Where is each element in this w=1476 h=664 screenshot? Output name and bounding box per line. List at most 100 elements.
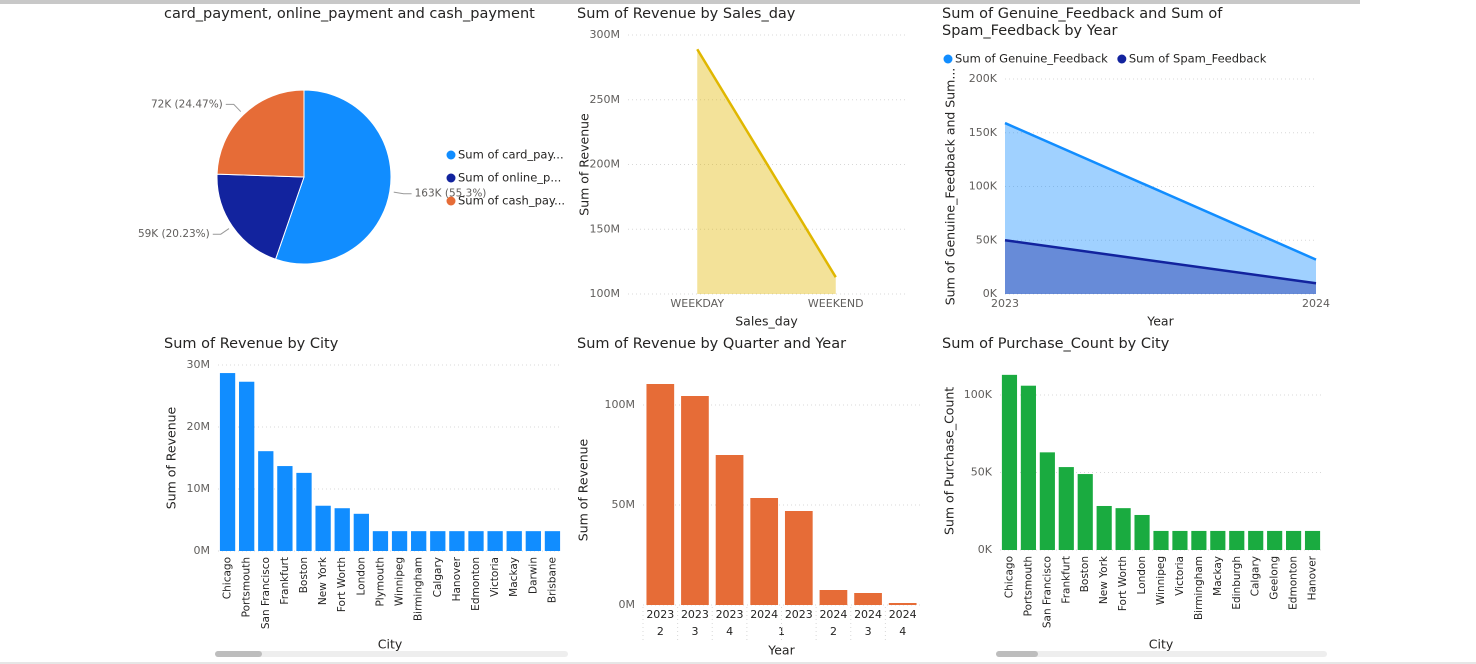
y-tick-label: 0M bbox=[619, 598, 636, 611]
bar bbox=[784, 511, 813, 605]
bar bbox=[372, 531, 389, 551]
data-label: 59K (20.23%) bbox=[138, 228, 210, 240]
bar bbox=[487, 531, 503, 551]
x-tick-label: Chicago bbox=[222, 557, 234, 599]
bar bbox=[1267, 530, 1283, 550]
x-tick-label: 3 bbox=[865, 625, 872, 638]
x-tick-label: San Francisco bbox=[1041, 556, 1053, 628]
x-tick-label: Hanover bbox=[451, 556, 463, 601]
x-tick-label: Fort Worth bbox=[336, 557, 348, 612]
x-tick-label: 2024 bbox=[819, 608, 847, 621]
y-tick-label: 0M bbox=[194, 544, 211, 557]
bar bbox=[430, 531, 446, 551]
bar bbox=[544, 531, 561, 551]
x-tick-label: 4 bbox=[899, 625, 906, 638]
x-tick-label: Calgary bbox=[432, 557, 444, 597]
leader-line bbox=[225, 103, 242, 112]
x-tick-label: 2024 bbox=[1302, 297, 1330, 310]
x-tick-label: 2023 bbox=[716, 608, 744, 621]
bar bbox=[1077, 474, 1093, 550]
scrollbar[interactable] bbox=[996, 651, 1327, 657]
legend-label: Sum of Spam_Feedback bbox=[1129, 52, 1267, 66]
legend-label: Sum of cash_pay... bbox=[458, 194, 565, 208]
bar bbox=[1153, 530, 1169, 550]
legend-marker bbox=[446, 173, 456, 183]
y-tick-label: 250M bbox=[590, 93, 621, 106]
bar bbox=[1191, 530, 1207, 550]
bar bbox=[1248, 530, 1264, 550]
bar bbox=[468, 531, 484, 551]
bar bbox=[1096, 505, 1112, 550]
y-tick-label: 30M bbox=[187, 358, 211, 371]
x-tick-label: 2023 bbox=[681, 608, 709, 621]
x-axis-title: Year bbox=[767, 643, 795, 658]
x-tick-label: London bbox=[355, 557, 367, 596]
x-tick-label: Boston bbox=[1079, 556, 1091, 592]
bar bbox=[646, 384, 675, 605]
bar bbox=[1001, 374, 1018, 550]
x-tick-label: Darwin bbox=[527, 557, 539, 594]
x-tick-label: 2024 bbox=[889, 608, 917, 621]
x-tick-label: 2023 bbox=[646, 608, 674, 621]
chart-title: Sum of Revenue by Sales_day bbox=[577, 6, 796, 22]
x-axis-title: City bbox=[1149, 637, 1174, 652]
leader-line bbox=[212, 228, 230, 235]
y-tick-label: 50M bbox=[612, 498, 636, 511]
x-axis-title: Sales_day bbox=[735, 314, 798, 329]
y-tick-label: 50K bbox=[971, 466, 993, 479]
scrollbar[interactable] bbox=[215, 651, 568, 657]
x-tick-label: Frankfurt bbox=[279, 557, 291, 605]
x-tick-label: New York bbox=[1098, 555, 1110, 604]
chart-title: Sum of Revenue by City bbox=[164, 336, 339, 352]
bar bbox=[315, 505, 331, 551]
x-tick-label: 2023 bbox=[785, 608, 813, 621]
leader-line bbox=[393, 191, 412, 195]
area-fill bbox=[697, 49, 836, 295]
x-tick-label: Portsmouth bbox=[241, 557, 253, 617]
bar bbox=[506, 531, 522, 551]
y-tick-label: 50K bbox=[976, 233, 998, 246]
area-line bbox=[1004, 239, 1317, 285]
x-tick-label: Hanover bbox=[1307, 555, 1319, 600]
bar bbox=[681, 396, 709, 605]
bar bbox=[258, 451, 274, 551]
x-tick-label: Fort Worth bbox=[1117, 556, 1129, 611]
x-axis-title: Year bbox=[1146, 314, 1174, 329]
bar bbox=[449, 531, 465, 551]
x-tick-label: Mackay bbox=[1212, 556, 1224, 596]
legend-label: Sum of online_p... bbox=[458, 171, 561, 185]
bar bbox=[1229, 530, 1245, 550]
bar bbox=[1304, 530, 1321, 550]
bar bbox=[391, 531, 408, 551]
bar bbox=[219, 373, 236, 551]
pie-slice bbox=[216, 173, 305, 260]
y-axis-title: Sum of Genuine_Feedback and Sum... bbox=[943, 68, 958, 306]
legend-label: Sum of Genuine_Feedback bbox=[955, 52, 1108, 66]
scrollbar-thumb[interactable] bbox=[215, 651, 262, 657]
area-line bbox=[1004, 121, 1317, 261]
legend-marker bbox=[446, 196, 456, 206]
bar bbox=[239, 381, 255, 551]
bar bbox=[1172, 530, 1188, 550]
x-tick-label: Edmonton bbox=[1288, 556, 1300, 610]
y-tick-label: 100K bbox=[969, 180, 998, 193]
area-fill bbox=[1005, 240, 1316, 294]
bar bbox=[1115, 508, 1131, 550]
bar bbox=[411, 531, 427, 551]
bar bbox=[750, 498, 779, 605]
y-tick-label: 200M bbox=[590, 158, 621, 171]
x-tick-label: Edinburgh bbox=[1231, 556, 1243, 610]
bar bbox=[334, 508, 350, 551]
x-tick-label: Frankfurt bbox=[1060, 556, 1072, 604]
pie-slice bbox=[216, 89, 305, 178]
legend-marker bbox=[446, 150, 456, 160]
y-tick-label: 150K bbox=[969, 126, 998, 139]
x-tick-label: WEEKEND bbox=[808, 297, 864, 310]
x-tick-label: Birmingham bbox=[413, 557, 425, 621]
x-tick-label: 2023 bbox=[991, 297, 1019, 310]
scrollbar-thumb[interactable] bbox=[996, 651, 1038, 657]
x-tick-label: Portsmouth bbox=[1022, 556, 1034, 616]
y-tick-label: 100M bbox=[590, 287, 621, 300]
